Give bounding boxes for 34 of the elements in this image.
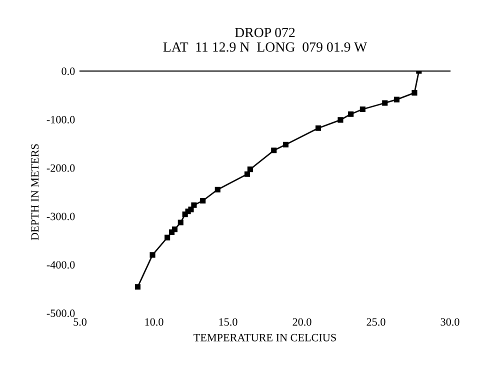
point <box>214 186 220 192</box>
point <box>164 234 170 240</box>
x-axis-title: TEMPERATURE IN CELCIUS <box>194 334 336 342</box>
point <box>271 148 277 154</box>
y-tick-label: -200.0 <box>46 164 75 172</box>
x-tick-label: 20.0 <box>292 318 312 326</box>
y-tick-label: -300.0 <box>46 212 75 220</box>
x-tick-label: 10.0 <box>145 318 164 326</box>
x-tick-label: 5.0 <box>74 318 87 326</box>
y-tick-label: 0.0 <box>62 67 75 76</box>
point <box>282 142 288 148</box>
point <box>247 166 253 172</box>
x-tick-label: 15.0 <box>219 318 238 326</box>
point <box>348 111 354 117</box>
point <box>150 252 156 258</box>
x-tick-label: 30.0 <box>440 318 460 326</box>
point <box>168 229 175 235</box>
point <box>394 96 400 102</box>
y-tick-label: -400.0 <box>46 261 75 269</box>
y-tick-label: -100.0 <box>46 116 75 124</box>
y-tick-label: -500.0 <box>46 310 75 318</box>
point <box>338 117 344 123</box>
point <box>134 284 140 290</box>
y-axis-title: DEPTH IN METERS <box>31 144 39 240</box>
x-tick-label: 25.0 <box>366 318 386 326</box>
chart-title: DROP 072 LAT 11 12.9 N LONG 079 01.9 W <box>163 28 368 52</box>
point <box>178 220 184 226</box>
point <box>200 198 206 204</box>
point <box>360 106 366 112</box>
point <box>382 100 388 106</box>
point <box>412 90 418 96</box>
point <box>316 125 322 131</box>
point <box>182 212 188 218</box>
point <box>244 171 250 177</box>
